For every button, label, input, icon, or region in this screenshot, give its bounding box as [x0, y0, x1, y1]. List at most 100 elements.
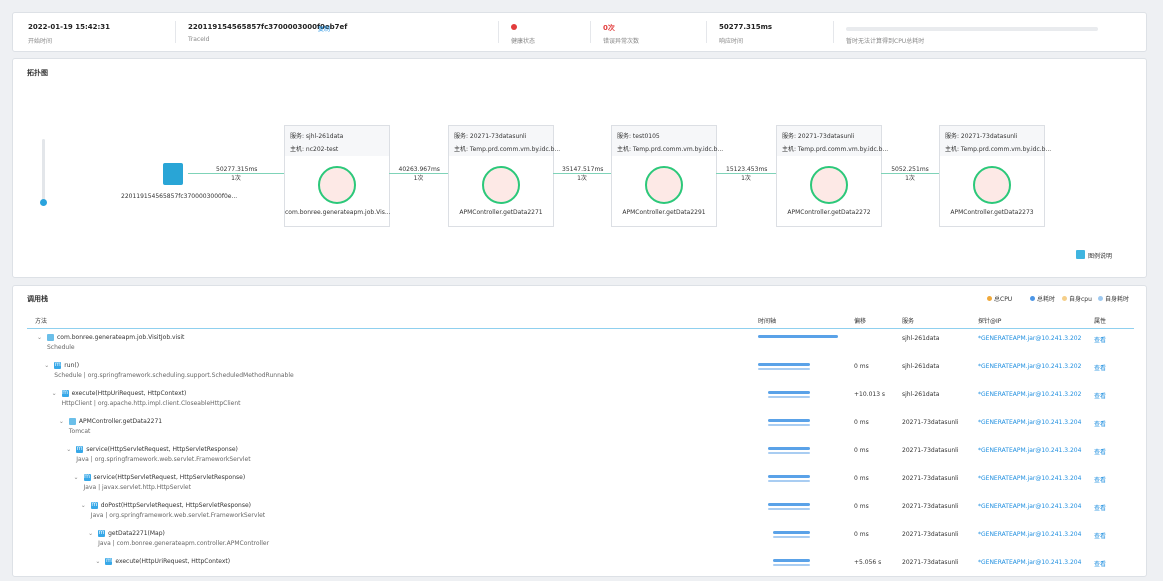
divider	[706, 21, 707, 43]
view-link[interactable]: 查看	[1094, 531, 1106, 540]
node-icon	[318, 166, 356, 204]
view-link[interactable]: 查看	[1094, 475, 1106, 484]
view-link[interactable]: 查看	[1094, 503, 1106, 512]
stat-value: 50277.315ms	[719, 23, 772, 31]
column-header: 探针@IP	[978, 316, 1001, 325]
stat-value: 2022-01-19 15:42:31	[28, 23, 110, 31]
copy-button[interactable]: 复制	[318, 24, 330, 33]
service-node[interactable]: 服务: 20271-73datasunli主机: Temp.prd.comm.v…	[448, 125, 554, 227]
timeline-self	[773, 564, 810, 566]
node-service: 服务: sjhl-261data	[290, 131, 343, 140]
expand-arrow: ⌄	[95, 558, 100, 565]
divider	[590, 21, 591, 43]
method-detail: HttpClient | org.apache.http.impl.client…	[62, 400, 241, 407]
method-name: mdoPost(HttpServletRequest, HttpServletR…	[91, 502, 251, 509]
service: sjhl-261data	[902, 363, 939, 370]
stat-label: 暂时无法计算得到CPU总耗时	[846, 36, 924, 45]
service: 20271-73datasunli	[902, 419, 958, 426]
entry-icon	[69, 418, 76, 425]
call-stack-card: 调用栈总CPU总耗时自身cpu自身耗时方法时间轴偏移服务探针@IP属性⌄com.…	[12, 285, 1147, 577]
service: 20271-73datasunli	[902, 531, 958, 538]
view-link[interactable]: 查看	[1094, 419, 1106, 428]
service: 20271-73datasunli	[902, 475, 958, 482]
probe-ip: *GENERATEAPM.jar@10.241.3.202	[978, 335, 1081, 342]
timeline-bar	[773, 531, 810, 534]
timeline-bar	[768, 447, 810, 450]
node-label: APMController.getData2291	[612, 209, 716, 216]
stat-label: 健康状态	[511, 36, 535, 45]
root-icon	[163, 163, 183, 185]
method-name: mservice(HttpServletRequest, HttpServlet…	[76, 446, 238, 453]
edge-count: 1次	[216, 173, 256, 182]
node-service: 服务: 20271-73datasunli	[782, 131, 854, 140]
view-link[interactable]: 查看	[1094, 391, 1106, 400]
divider	[498, 21, 499, 43]
method-text: execute(HttpUriRequest, HttpContext)	[72, 390, 187, 397]
method-text: service(HttpServletRequest, HttpServletR…	[94, 474, 246, 481]
legend-text: 图例说明	[1088, 251, 1112, 260]
method-name: mrun()	[54, 362, 79, 369]
view-link[interactable]: 查看	[1094, 363, 1106, 372]
timeline-self	[768, 424, 810, 426]
offset: +5.056 s	[854, 559, 881, 566]
node-label: com.bonree.generateapm.job.Vis...	[285, 209, 389, 216]
method-detail: Java | org.springframework.web.servlet.F…	[76, 456, 250, 463]
service-node[interactable]: 服务: test0105主机: Temp.prd.comm.vm.by.idc.…	[611, 125, 717, 227]
timeline-self	[768, 480, 810, 482]
timeline-self	[768, 396, 810, 398]
probe-ip: *GENERATEAPM.jar@10.241.3.204	[978, 447, 1081, 454]
summary-card: 2022-01-19 15:42:31开始时间220119154565857fc…	[12, 12, 1147, 52]
timeline-bar	[768, 419, 810, 422]
method-text: com.bonree.generateapm.job.VisitJob.visi…	[57, 334, 184, 341]
edge-count: 1次	[562, 173, 602, 182]
view-link[interactable]: 查看	[1094, 559, 1106, 568]
node-host: 主机: nc202-test	[290, 144, 338, 153]
offset: 0 ms	[854, 363, 869, 370]
method-detail: Java | javax.servlet.http.HttpServlet	[84, 484, 191, 491]
method-text: run()	[64, 362, 79, 369]
stat-label: 错误异常次数	[603, 36, 639, 45]
stat-label: 响应时间	[719, 36, 743, 45]
view-link[interactable]: 查看	[1094, 447, 1106, 456]
service-node[interactable]: 服务: 20271-73datasunli主机: Temp.prd.comm.v…	[776, 125, 882, 227]
view-link[interactable]: 查看	[1094, 335, 1106, 344]
timeline-self	[773, 536, 810, 538]
method-name: mexecute(HttpUriRequest, HttpContext)	[105, 558, 230, 565]
legend-label: 总CPU	[994, 294, 1012, 303]
probe-ip: *GENERATEAPM.jar@10.241.3.204	[978, 503, 1081, 510]
edge-count: 1次	[399, 173, 439, 182]
entry-icon	[47, 334, 54, 341]
expand-arrow: ⌄	[59, 418, 64, 425]
service-node[interactable]: 服务: sjhl-261data 主机: nc202-test com.bonree…	[284, 125, 390, 227]
divider	[175, 21, 176, 43]
expand-arrow: ⌄	[88, 530, 93, 537]
method-name: mgetData2271(Map)	[98, 530, 165, 537]
timeline-bar	[768, 391, 810, 394]
method-name: com.bonree.generateapm.job.VisitJob.visi…	[47, 334, 184, 341]
stat-label: TraceId	[188, 36, 210, 43]
offset: 0 ms	[854, 447, 869, 454]
edge-time: 5052.251ms	[890, 166, 930, 173]
node-host: 主机: Temp.prd.comm.vm.by.idc.b...	[454, 144, 560, 153]
column-header: 时间轴	[758, 316, 776, 325]
expand-arrow: ⌄	[44, 362, 49, 369]
method-text: getData2271(Map)	[108, 530, 165, 537]
stat-value: 0次	[603, 23, 615, 33]
zoom-handle[interactable]	[40, 199, 47, 206]
expand-arrow: ⌄	[74, 474, 79, 481]
service: 20271-73datasunli	[902, 559, 958, 566]
timeline-self	[768, 508, 810, 510]
edge-time: 15123.453ms	[726, 166, 766, 173]
service-node[interactable]: 服务: 20271-73datasunli主机: Temp.prd.comm.v…	[939, 125, 1045, 227]
expand-arrow: ⌄	[52, 390, 57, 397]
service: sjhl-261data	[902, 391, 939, 398]
service: 20271-73datasunli	[902, 447, 958, 454]
section-title: 调用栈	[27, 294, 48, 304]
edge-count: 1次	[890, 173, 930, 182]
stat-label: 开始时间	[28, 36, 52, 45]
service: sjhl-261data	[902, 335, 939, 342]
node-icon	[482, 166, 520, 204]
node-label: APMController.getData2272	[777, 209, 881, 216]
node-label: APMController.getData2271	[449, 209, 553, 216]
